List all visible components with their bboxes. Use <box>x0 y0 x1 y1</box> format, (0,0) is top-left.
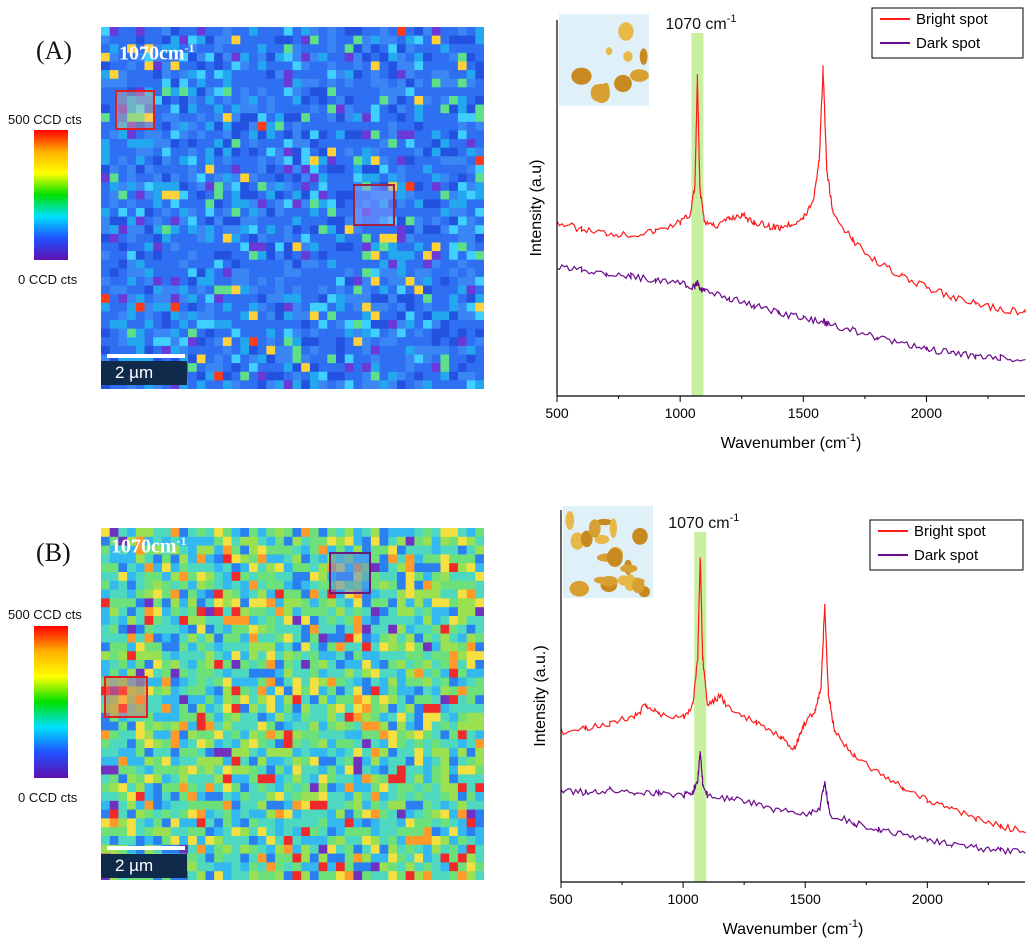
colorbar-min-label-a: 0 CCD cts <box>18 272 78 287</box>
legend: Bright spot Dark spot <box>871 7 1024 59</box>
spectrum-chart-b: 1070 cm-1 500 1000 1500 2000 Wavenumber (cm-1… <box>532 506 1026 938</box>
inset-particle <box>629 69 649 82</box>
x-axis-label-end: ) <box>858 921 863 938</box>
highlight-label: 1070 cm-1 <box>665 13 736 33</box>
inset-particle <box>593 83 610 104</box>
dark-spot-box-b <box>329 552 371 594</box>
x-axis-label: Wavenumber (cm-1) <box>721 432 862 452</box>
highlight-band <box>691 33 704 396</box>
scale-bar-a <box>107 354 185 358</box>
inset-particle <box>631 577 645 594</box>
x-tick-label: 2000 <box>911 405 942 421</box>
inset-particle <box>632 527 648 545</box>
inset-particle <box>570 532 585 550</box>
inset-particle <box>588 519 601 538</box>
series-line-bright-spot <box>560 557 1026 834</box>
raman-map-a: 1070cm-1 2 µm <box>101 27 485 390</box>
inset-particle <box>565 511 575 530</box>
y-axis-label: Intensity (a.u) <box>528 160 545 257</box>
map-title-b: 1070cm-1 <box>111 534 187 558</box>
legend: Bright spot Dark spot <box>869 519 1024 571</box>
legend-label: Bright spot <box>916 11 989 28</box>
inset-particle-image <box>563 506 653 598</box>
inset-particle <box>609 518 617 539</box>
x-axis-label-sup: -1 <box>848 918 858 930</box>
scale-label-a: 2 µm <box>101 361 187 385</box>
bright-spot-box-b <box>104 676 148 718</box>
scale-label-b: 2 µm <box>101 854 187 878</box>
raman-map-image-a <box>101 27 485 390</box>
inset-particle <box>620 564 638 573</box>
highlight-label-sup: -1 <box>727 13 737 25</box>
y-axis-label: Intensity (a.u.) <box>532 645 549 746</box>
bright-spot-box-a <box>115 90 155 130</box>
series-line-dark-spot <box>556 264 1026 363</box>
x-axis-label-sup: -1 <box>846 432 856 444</box>
legend-label: Dark spot <box>916 35 981 52</box>
dark-spot-box-a <box>353 184 395 226</box>
inset-particle <box>605 47 613 56</box>
inset-particle <box>569 580 590 597</box>
legend-label: Bright spot <box>914 523 987 540</box>
x-tick-label: 2000 <box>912 891 943 907</box>
colorbar-b <box>34 626 68 778</box>
inset-particle <box>606 547 623 568</box>
inset-particle <box>580 530 593 548</box>
highlight-band <box>694 532 707 882</box>
x-tick-label: 1000 <box>668 891 699 907</box>
series-line-bright-spot <box>556 65 1026 316</box>
colorbar-max-label-a: 500 CCD cts <box>8 112 82 127</box>
legend-box <box>869 519 1024 571</box>
scale-bar-b <box>107 846 185 850</box>
legend-box <box>871 7 1024 59</box>
legend-label: Dark spot <box>914 547 979 564</box>
panel-label-a: (A) <box>36 36 73 65</box>
x-tick-label: 500 <box>545 405 569 421</box>
inset-particle-image <box>559 14 649 106</box>
inset-particle <box>623 51 633 62</box>
panel-label-b: (B) <box>36 538 71 567</box>
x-axis-label: Wavenumber (cm-1) <box>723 918 864 938</box>
map-title-a: 1070cm-1 <box>119 41 195 65</box>
highlight-label-sup: -1 <box>730 512 740 524</box>
x-axis-label-end: ) <box>856 435 861 452</box>
colorbar-a <box>34 130 68 260</box>
inset-particle <box>600 575 618 587</box>
spectrum-chart-a: 1070 cm-1 500 1000 1500 2000 Wavenumber (cm-1… <box>528 7 1026 452</box>
x-tick-label: 1500 <box>790 891 821 907</box>
inset-particle <box>617 575 630 586</box>
highlight-label: 1070 cm-1 <box>668 512 739 532</box>
inset-particle <box>618 22 634 41</box>
inset-particle <box>596 518 613 526</box>
x-tick-label: 1500 <box>788 405 819 421</box>
colorbar-max-label-b: 500 CCD cts <box>8 607 82 622</box>
colorbar-min-label-b: 0 CCD cts <box>18 790 78 805</box>
inset-particle <box>614 74 632 93</box>
x-tick-label: 1000 <box>665 405 696 421</box>
raman-map-image-b <box>101 528 485 881</box>
inset-particle <box>639 48 648 65</box>
inset-particle <box>594 534 610 545</box>
inset-particle <box>571 67 592 85</box>
raman-map-b: 1070cm-1 2 µm <box>101 528 485 881</box>
series-line-dark-spot <box>560 751 1026 856</box>
x-tick-label: 500 <box>549 891 573 907</box>
